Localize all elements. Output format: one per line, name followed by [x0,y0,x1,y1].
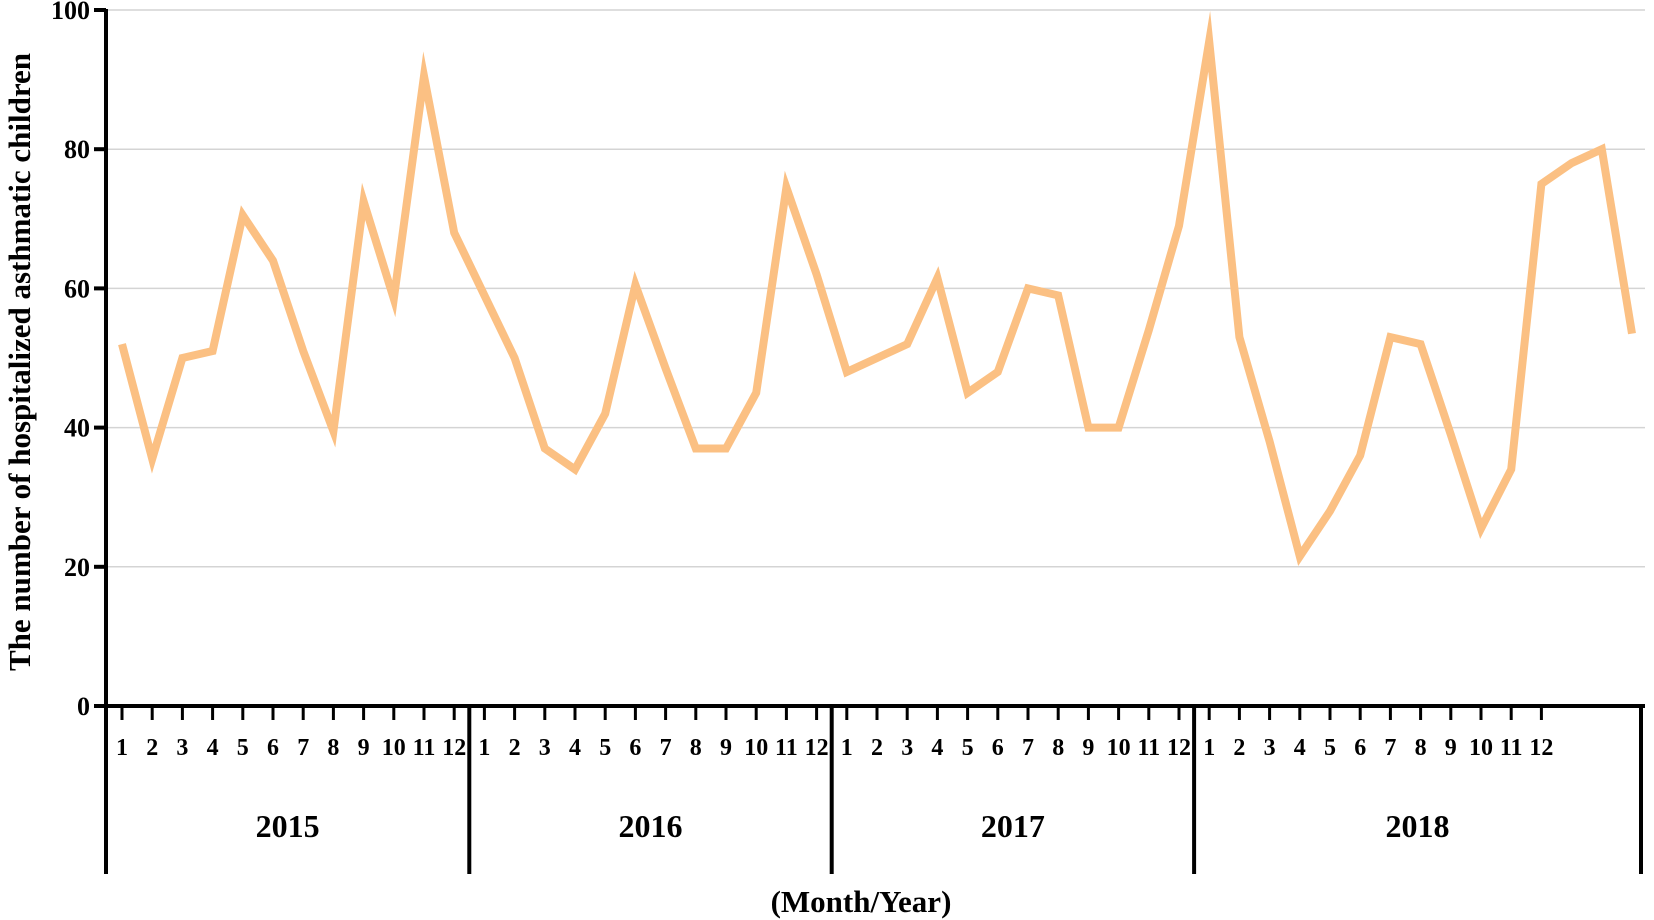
x-tick-label: 3 [901,735,913,761]
x-tick-label: 3 [539,735,551,761]
series-line [118,10,1636,567]
x-tick-label: 8 [690,735,702,761]
series-layer [118,10,1636,567]
x-tick-label: 4 [207,735,219,761]
x-tick-label: 6 [267,735,279,761]
gridlines [106,9,1645,568]
x-tick-label: 7 [660,735,672,761]
x-tick-label: 5 [237,735,249,761]
x-tick-label: 11 [775,735,798,761]
x-tick-label: 10 [1107,735,1131,761]
x-tick-label: 12 [1167,735,1191,761]
x-tick-label: 6 [992,735,1004,761]
y-tick-label: 60 [64,274,90,303]
x-tick-label: 7 [297,735,309,761]
x-tick-label: 12 [805,735,829,761]
x-axis-ticks: 1 2 3 4 5 6 7 8 9 10 11 12 1 2 3 4 5 6 7 8 9 10 11 12 1 2 3 4 5 6 7 8 9 1… [104,706,1643,874]
x-tick-label: 10 [744,735,768,761]
x-tick-label: 5 [599,735,611,761]
x-tick-label: 5 [1324,735,1336,761]
x-tick-label: 1 [116,735,128,761]
y-tick-label: 40 [64,414,90,443]
x-tick-label: 11 [413,735,436,761]
x-tick-label: 8 [1415,735,1427,761]
x-tick-label: 4 [1294,735,1306,761]
x-tick-label: 12 [1529,735,1553,761]
x-tick-label: 1 [478,735,490,761]
x-tick-label: 9 [1082,735,1094,761]
y-tick-label: 80 [64,135,90,164]
x-tick-label: 2 [871,735,883,761]
x-tick-label: 3 [176,735,188,761]
x-tick-label: 3 [1264,735,1276,761]
year-label: 2018 [1386,808,1450,844]
x-tick-label: 5 [962,735,974,761]
x-tick-label: 4 [569,735,581,761]
x-tick-label: 2 [1233,735,1245,761]
x-tick-label: 6 [629,735,641,761]
x-tick-label: 8 [1052,735,1064,761]
y-axis-ticks: 0 20 40 60 80 100 [51,0,106,721]
x-tick-label: 6 [1354,735,1366,761]
x-tick-label: 1 [841,735,853,761]
x-tick-label: 11 [1500,735,1523,761]
x-tick-label: 1 [1203,735,1215,761]
y-tick-label: 100 [51,0,90,25]
x-tick-label: 9 [1445,735,1457,761]
y-axis-title: The number of hospitalized asthmatic chi… [2,53,37,671]
x-tick-label: 11 [1137,735,1160,761]
x-tick-label: 10 [382,735,406,761]
x-tick-label: 2 [146,735,158,761]
x-tick-label: 4 [931,735,943,761]
y-tick-label: 20 [64,553,90,582]
x-tick-label: 9 [358,735,370,761]
x-tick-label: 7 [1022,735,1034,761]
x-tick-label: 8 [327,735,339,761]
x-tick-label: 10 [1469,735,1493,761]
axes [104,9,1645,708]
x-tick-label: 7 [1384,735,1396,761]
x-tick-label: 12 [442,735,466,761]
x-tick-label: 9 [720,735,732,761]
y-tick-label: 0 [77,692,90,721]
year-label: 2015 [256,808,320,844]
year-label: 2017 [981,808,1045,844]
x-tick-label: 2 [509,735,521,761]
x-axis-title: (Month/Year) [771,884,952,919]
year-label: 2016 [619,808,683,844]
